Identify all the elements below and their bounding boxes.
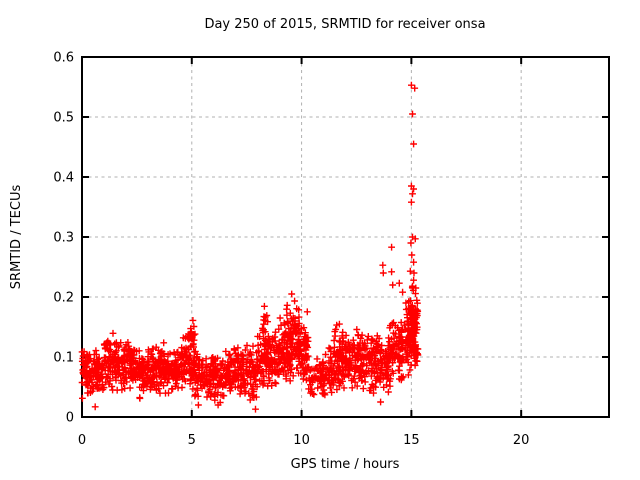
y-tick-label: 0.4: [53, 171, 74, 186]
y-tick-label: 0.5: [53, 111, 74, 126]
x-tick-label: 5: [188, 433, 196, 448]
x-tick-label: 10: [293, 433, 310, 448]
y-tick-label: 0.1: [53, 351, 74, 366]
y-tick-label: 0.6: [53, 51, 74, 66]
chart-title: Day 250 of 2015, SRMTID for receiver ons…: [204, 17, 485, 32]
scatter-points: [78, 81, 422, 413]
x-tick-label: 20: [513, 433, 530, 448]
y-tick-label: 0: [66, 411, 74, 426]
x-axis-label: GPS time / hours: [291, 457, 400, 472]
y-tick-label: 0.2: [53, 291, 74, 306]
x-tick-label: 0: [78, 433, 86, 448]
y-tick-label: 0.3: [53, 231, 74, 246]
x-tick-label: 15: [403, 433, 420, 448]
plot-border: [81, 56, 610, 418]
tick-labels: 0 5 10 15 20 0 0.1 0.2 0.3 0.4 0.5 0.6: [53, 51, 529, 449]
y-axis-label: SRMTID / TECUs: [9, 185, 24, 290]
